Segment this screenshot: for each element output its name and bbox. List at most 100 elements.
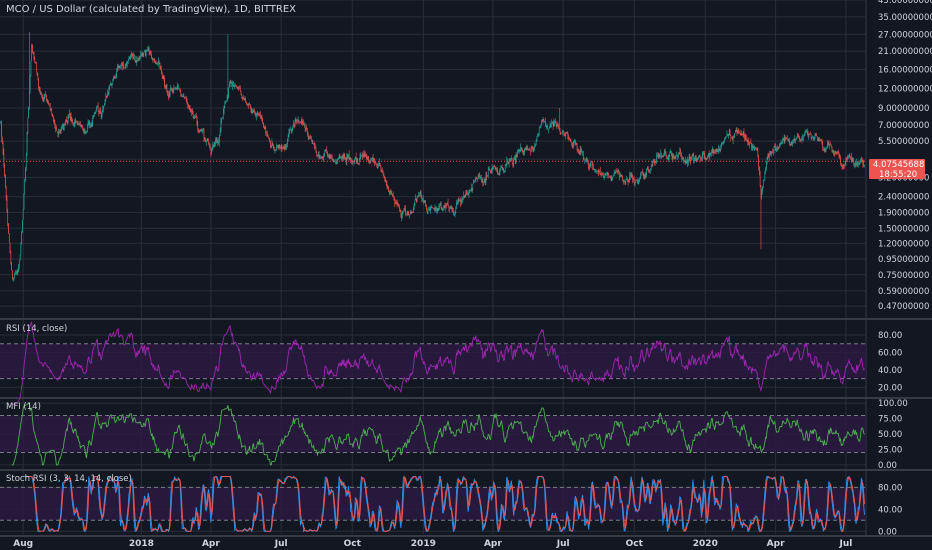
candle-body xyxy=(839,155,841,158)
rsi-pane[interactable] xyxy=(12,320,865,406)
candle-body xyxy=(355,157,356,159)
candle-body xyxy=(236,86,238,88)
candle-body xyxy=(154,61,156,63)
candle-body xyxy=(516,155,518,157)
candle-body xyxy=(484,179,486,182)
candle-body xyxy=(247,104,249,106)
rsi-tick-label: 60.00 xyxy=(878,348,902,358)
candle-body xyxy=(711,151,712,153)
candle-body xyxy=(846,158,847,160)
candle-body xyxy=(781,142,783,143)
candle-body xyxy=(459,200,460,201)
candle-body xyxy=(695,155,697,162)
candle-body xyxy=(58,131,60,134)
mfi-band xyxy=(0,415,866,453)
candle-body xyxy=(286,145,287,148)
candle-body xyxy=(776,148,777,152)
candle-body xyxy=(840,157,841,164)
candle-body xyxy=(49,104,51,112)
candle-body xyxy=(142,53,144,57)
candle-body xyxy=(382,171,383,173)
candle-body xyxy=(823,148,825,151)
candle-body xyxy=(501,167,503,170)
candle-body xyxy=(685,160,687,163)
candle-body xyxy=(648,170,650,173)
candle-body xyxy=(85,131,87,133)
candle-body xyxy=(745,135,747,141)
candle-body xyxy=(388,186,389,192)
stoch-tick-label: 0.00 xyxy=(878,527,897,537)
candle-body xyxy=(157,62,158,64)
candle-body xyxy=(197,125,199,132)
rsi-line xyxy=(12,320,865,406)
candle-body xyxy=(345,158,347,161)
candle-body xyxy=(762,180,764,188)
candle-body xyxy=(546,125,548,127)
candle-body xyxy=(483,182,484,183)
candle-body xyxy=(788,141,790,142)
candle-body xyxy=(59,130,61,134)
candle-body xyxy=(769,151,771,155)
candle-body xyxy=(684,161,686,163)
candle-body xyxy=(137,58,139,61)
candle-body xyxy=(410,212,412,214)
candle-body xyxy=(728,133,729,137)
candle-body xyxy=(322,156,324,161)
candle-body xyxy=(603,174,604,178)
candle-body xyxy=(686,160,688,162)
price-pane[interactable] xyxy=(0,31,866,282)
candle-body xyxy=(662,156,664,157)
candle-body xyxy=(351,160,353,162)
mfi-pane[interactable] xyxy=(11,402,865,466)
candle-body xyxy=(465,191,467,196)
candle-body xyxy=(595,171,596,173)
candle-body xyxy=(205,141,207,143)
candle-body xyxy=(555,122,557,127)
candle-body xyxy=(87,123,89,126)
candle-body xyxy=(834,153,835,155)
candle-body xyxy=(137,60,138,61)
candle-body xyxy=(139,57,141,60)
candle-body xyxy=(626,178,628,181)
candle-body xyxy=(837,151,839,153)
candle-body xyxy=(37,75,39,79)
candle-body xyxy=(550,124,552,126)
candle-body xyxy=(283,146,284,149)
candle-body xyxy=(640,175,641,179)
candle-body xyxy=(793,138,795,141)
candle-body xyxy=(71,120,73,122)
candle-body xyxy=(86,126,88,132)
price-tick-label: 5.50000000 xyxy=(878,137,929,147)
candle-body xyxy=(499,169,501,175)
candle-body xyxy=(805,131,807,133)
candle-body xyxy=(138,57,140,60)
candle-body xyxy=(15,272,17,274)
stoch-rsi-pane[interactable] xyxy=(23,474,865,533)
candle-body xyxy=(423,201,425,203)
candle-body xyxy=(598,171,600,173)
candle-body xyxy=(335,162,337,164)
candle-body xyxy=(104,99,106,105)
candle-body xyxy=(394,199,396,204)
candle-body xyxy=(272,143,274,146)
candle-body xyxy=(191,110,192,113)
candle-body xyxy=(69,113,71,117)
candle-body xyxy=(237,87,239,88)
candle-body xyxy=(11,262,12,271)
candle-body xyxy=(434,207,436,209)
candle-body xyxy=(45,94,46,96)
candle-body xyxy=(51,109,53,115)
candle-body xyxy=(649,170,650,173)
candle-body xyxy=(454,211,456,215)
mfi-tick-label: 0.00 xyxy=(878,461,897,471)
candle-body xyxy=(185,97,187,99)
candle-body xyxy=(637,180,638,183)
candle-body xyxy=(396,201,397,203)
candle-body xyxy=(72,119,73,123)
price-tick-label: 0.47000000 xyxy=(878,302,929,312)
candle-body xyxy=(635,181,637,183)
candle-body xyxy=(251,111,253,113)
candle-body xyxy=(665,152,667,156)
candle-body xyxy=(200,129,202,130)
